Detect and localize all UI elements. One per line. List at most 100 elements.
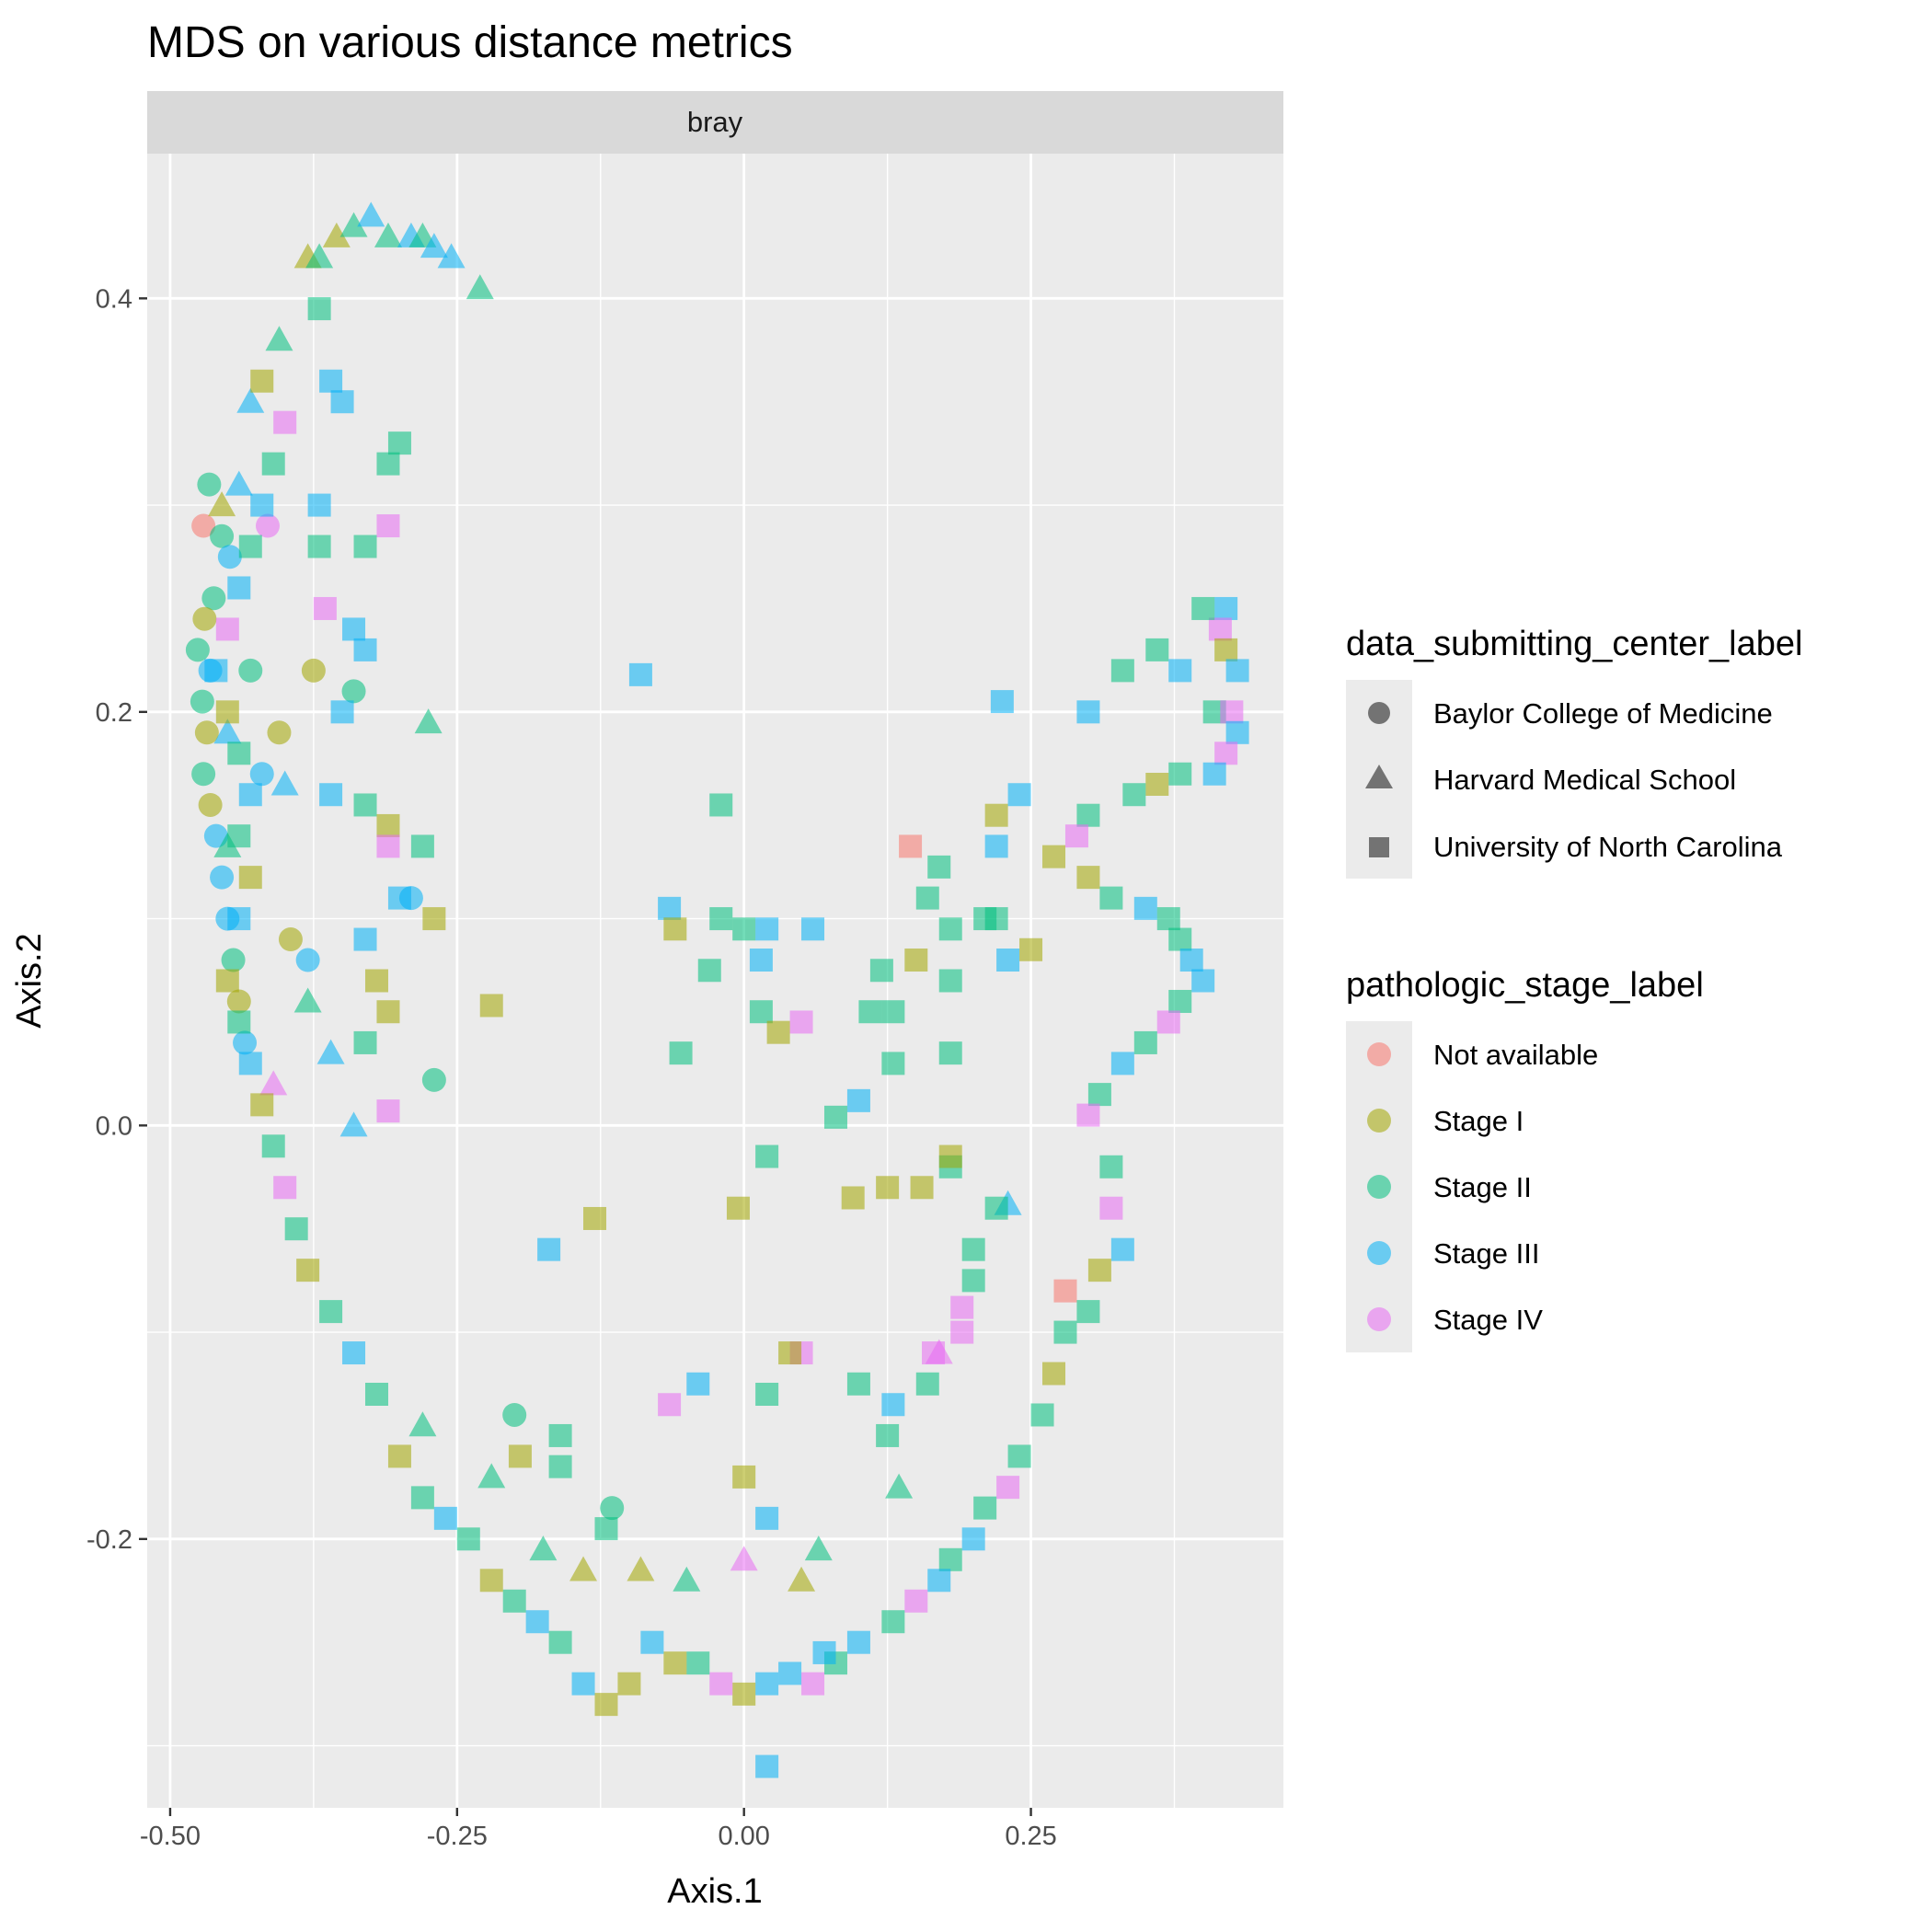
point-square-stage-ii-71	[376, 452, 400, 476]
point-square-stage-ii-222	[502, 1589, 526, 1613]
point-square-stage-ii-196	[1030, 1403, 1054, 1427]
point-square-stage-iii-76	[330, 700, 354, 724]
point-circle-stage-iv-19	[255, 513, 280, 538]
point-square-stage-iv-165	[1220, 700, 1244, 724]
point-square-stage-i-115	[984, 803, 1008, 827]
point-square-stage-ii-226	[410, 1486, 434, 1510]
point-square-stage-iv-233	[273, 1176, 297, 1200]
point-square-stage-ii-179	[1168, 927, 1192, 951]
point-square-stage-ii-224	[456, 1527, 480, 1551]
point-square-stage-ii-88	[353, 1030, 377, 1054]
point-square-stage-iii-84	[353, 927, 377, 951]
point-square-stage-ii-112	[915, 886, 939, 910]
legend-color: pathologic_stage_label Not available Sta…	[1346, 966, 1704, 1352]
point-square-stage-iii-158	[1168, 659, 1192, 683]
point-square-stage-i-215	[663, 1651, 687, 1675]
point-triangle-stage-ii-58	[477, 1463, 506, 1489]
point-circle-stage-ii-1	[197, 472, 222, 497]
point-square-stage-iii-177	[1133, 896, 1157, 920]
point-triangle-stage-iv-63	[730, 1546, 758, 1571]
point-triangle-stage-ii-44	[466, 274, 494, 300]
point-square-stage-i-231	[296, 1259, 320, 1282]
point-circle-stage-iii-28	[295, 948, 320, 972]
point-square-stage-ii-121	[938, 1041, 962, 1065]
point-circle-stage-i-27	[278, 927, 303, 952]
x-tick-label-3: 0.25	[1005, 1822, 1056, 1851]
y-tick-label-1: 0.0	[96, 1111, 132, 1141]
point-square-stage-i-107	[904, 949, 928, 972]
point-square-stage-iii-123	[846, 1088, 870, 1112]
point-square-stage-iii-74	[342, 617, 366, 641]
point-square-stage-ii-109	[938, 917, 962, 941]
point-triangle-stage-ii-56	[804, 1535, 833, 1561]
point-square-stage-iii-202	[927, 1569, 951, 1593]
legend-key-stage-iii-icon	[1367, 1241, 1391, 1265]
point-square-stage-iii-185	[1110, 1052, 1134, 1075]
point-square-stage-iii-117	[990, 690, 1014, 714]
point-square-stage-ii-176	[1099, 886, 1123, 910]
legend-item-stage-ii: Stage II	[1433, 1171, 1532, 1203]
point-square-stage-iii-247	[227, 576, 251, 600]
point-square-stage-ii-204	[881, 1610, 905, 1634]
legend-key-stage-ii-icon	[1367, 1175, 1391, 1199]
point-square-stage-ii-148	[548, 1423, 572, 1447]
point-square-stage-ii-178	[1156, 907, 1180, 931]
point-circle-stage-ii-24	[421, 1067, 446, 1092]
legend-key-triangle-icon	[1365, 765, 1393, 788]
point-triangle-stage-iii-38	[357, 201, 385, 227]
point-triangle-stage-i-36	[322, 222, 351, 247]
point-square-stage-i-223	[479, 1569, 503, 1593]
point-square-stage-iii-166	[1225, 720, 1249, 744]
point-circle-stage-i-15	[226, 989, 251, 1014]
point-square-stage-ii-103	[669, 1041, 693, 1065]
point-square-stage-iii-164	[1225, 659, 1249, 683]
point-square-stage-ii-108	[938, 969, 962, 993]
point-square-stage-iii-140	[881, 1393, 905, 1417]
legend-shape: data_submitting_center_label Baylor Coll…	[1346, 625, 1802, 879]
point-circle-stage-i-4	[192, 606, 217, 631]
point-square-stage-i-87	[479, 994, 503, 1018]
point-square-stage-ii-122	[881, 1052, 905, 1075]
point-circle-stage-ii-2	[210, 523, 235, 548]
point-square-stage-ii-91	[709, 793, 733, 817]
point-square-stage-i-133	[938, 1144, 962, 1168]
legend-key-stage-iv-icon	[1367, 1307, 1391, 1331]
x-tick-label-2: 0.00	[718, 1822, 769, 1851]
legend-shape-title: data_submitting_center_label	[1346, 625, 1802, 663]
point-square-stage-iii-212	[755, 1754, 779, 1778]
point-square-stage-ii-214	[686, 1651, 710, 1675]
point-circle-stage-i-21	[301, 658, 326, 683]
point-triangle-stage-ii-59	[529, 1535, 558, 1561]
point-square-stage-ii-192	[1076, 1300, 1100, 1324]
point-square-stage-iii-180	[1179, 949, 1203, 972]
point-circle-stage-ii-7	[190, 689, 214, 714]
point-square-stage-iii-67	[307, 493, 331, 517]
point-square-stage-iv-139	[922, 1341, 946, 1365]
point-square-stage-i-217	[617, 1672, 641, 1696]
point-square-stage-i-130	[876, 1176, 900, 1200]
point-square-stage-iii-160	[1214, 596, 1238, 620]
point-square-stage-ii-184	[1133, 1030, 1157, 1054]
y-axis-ticks: -0.2 0.0 0.2 0.4	[86, 284, 147, 1555]
point-triangle-stage-ii-55	[885, 1473, 914, 1499]
point-circle-stage-ii-26	[600, 1496, 625, 1521]
chart-title: MDS on various distance metrics	[147, 18, 793, 67]
point-square-stage-ii-100	[749, 1000, 773, 1024]
legend-item-not-available: Not available	[1433, 1039, 1598, 1071]
legend-item-stage-iv: Stage IV	[1433, 1304, 1543, 1336]
point-square-stage-iii-116	[1007, 783, 1031, 807]
x-tick-label-1: -0.25	[427, 1822, 488, 1851]
point-square-stage-ii-237	[227, 1010, 251, 1034]
legend-key-circle-icon	[1368, 702, 1390, 724]
point-triangle-stage-i-30	[208, 491, 236, 517]
point-square-stage-iii-181	[1191, 969, 1215, 993]
point-square-stage-iv-208	[801, 1672, 825, 1696]
point-square-stage-ii-243	[227, 742, 251, 765]
legend-item-baylor: Baylor College of Medicine	[1433, 697, 1773, 730]
point-square-stage-ii-248	[238, 535, 262, 558]
point-square-stage-ii-70	[387, 431, 411, 455]
point-circle-stage-ii-5	[185, 638, 210, 662]
point-square-stage-iv-246	[215, 617, 239, 641]
point-square-stage-ii-80	[410, 834, 434, 858]
point-square-stage-i-120	[1019, 937, 1043, 961]
